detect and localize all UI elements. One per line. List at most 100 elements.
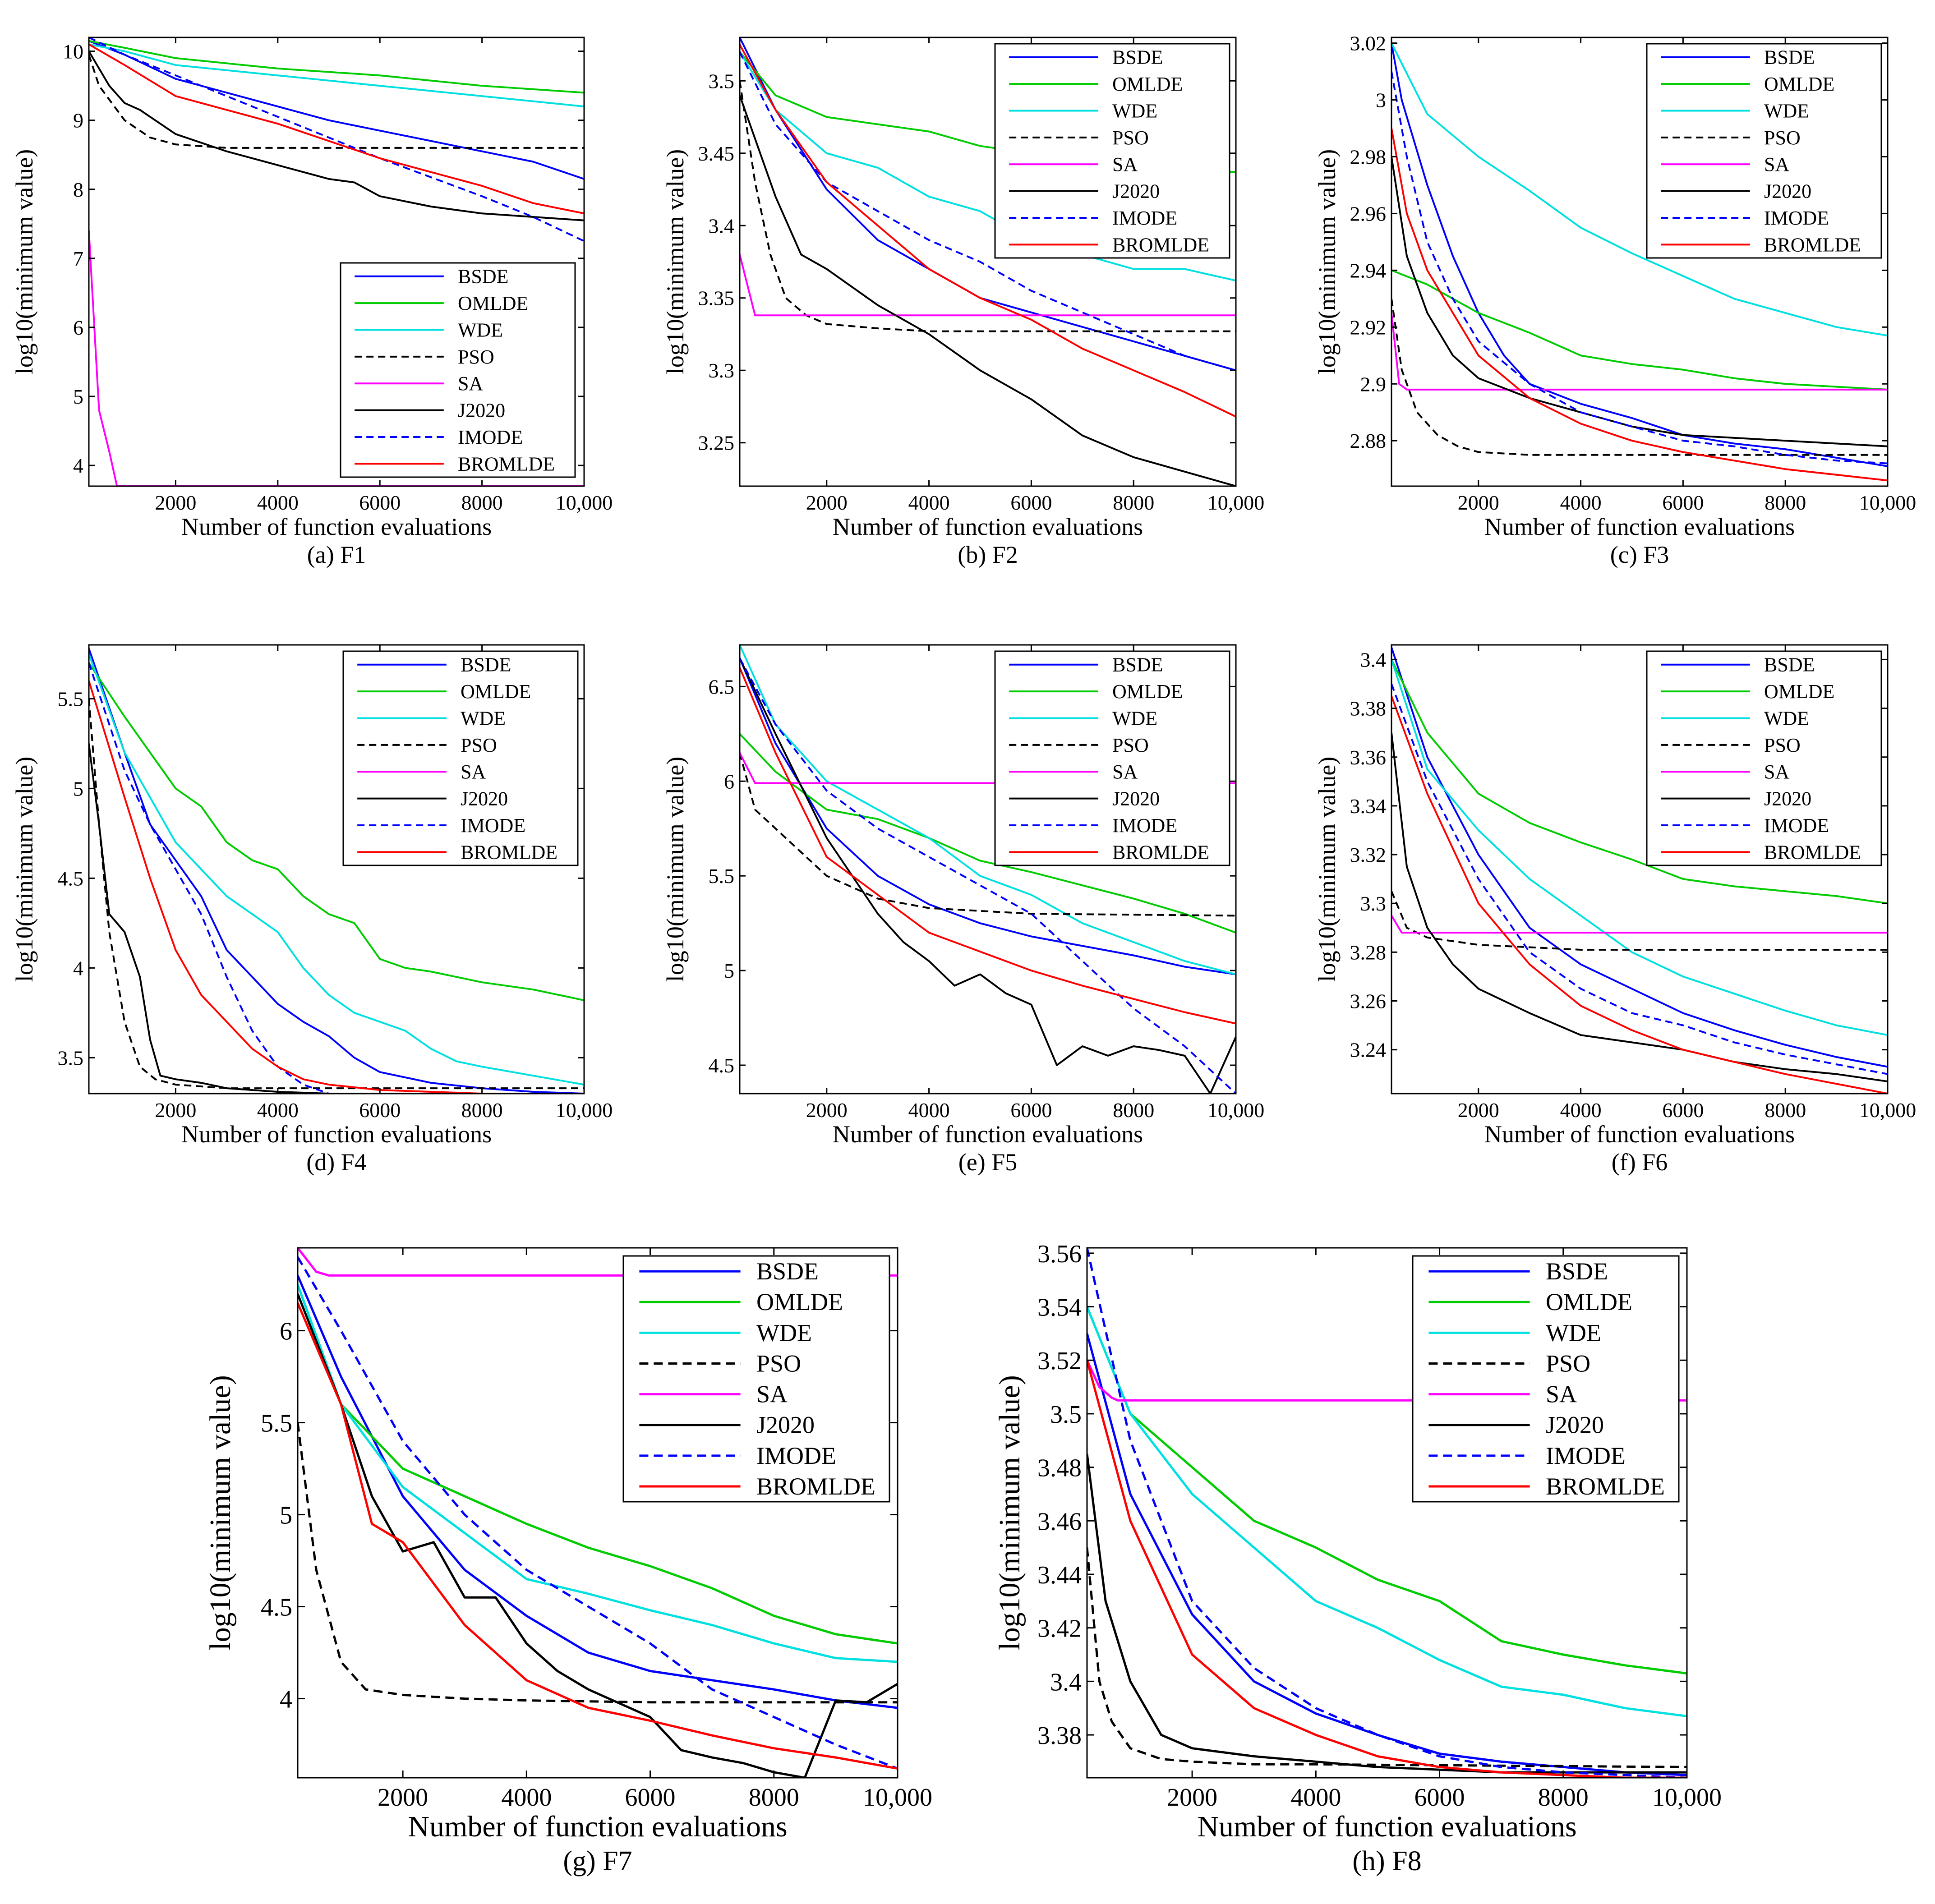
x-tick-label: 4000	[257, 491, 299, 514]
series-line-pso	[740, 752, 1236, 917]
x-tick-label: 2000	[1458, 491, 1499, 514]
x-tick-label: 4000	[1560, 1099, 1602, 1122]
chart-panel-2: 2000 4000 6000 8000 10,000 3.25 3.3 3.35 3.4 3.45…	[662, 37, 1264, 568]
legend-label-imode: IMODE	[1112, 207, 1177, 229]
legend-label-pso: PSO	[1764, 734, 1801, 756]
series-line-wde	[298, 1284, 898, 1663]
y-tick-label: 3.35	[698, 287, 735, 310]
y-tick-label: 3.54	[1037, 1294, 1082, 1322]
legend: BSDE OMLDE WDE PSO SA J2020 IMODE BROMLDE	[340, 262, 576, 478]
series-line-omlde	[1087, 1306, 1687, 1675]
x-tick-label: 10,000	[863, 1784, 932, 1812]
legend-label-bsde: BSDE	[458, 266, 508, 288]
y-tick-label: 3.4	[1360, 648, 1387, 671]
y-axis-label: log10(minimum value)	[993, 1375, 1026, 1650]
y-axis-label: log10(minimum value)	[204, 1375, 237, 1650]
y-tick-label: 3.46	[1037, 1508, 1082, 1536]
x-tick-label: 2000	[155, 1099, 196, 1122]
y-tick-label: 3.5	[58, 1046, 84, 1069]
y-tick-label: 3.3	[1360, 892, 1387, 915]
series-line-omlde	[298, 1284, 898, 1645]
x-tick-label: 6000	[359, 1099, 401, 1122]
x-axis-label: Number of function evaluations	[1484, 1121, 1795, 1148]
y-tick-label: 3.26	[1350, 990, 1387, 1013]
legend: BSDE OMLDE WDE PSO SA J2020 IMODE BROMLDE	[1646, 650, 1882, 866]
legend-label-bromlde: BROMLDE	[461, 841, 557, 863]
legend-label-imode: IMODE	[458, 426, 523, 448]
y-tick-label: 3.3	[709, 359, 735, 382]
plot-frame	[88, 37, 585, 487]
y-tick-label: 6.5	[709, 675, 735, 698]
legend-label-bromlde: BROMLDE	[1764, 234, 1861, 256]
legend-label-omlde: OMLDE	[1764, 681, 1834, 703]
series-line-pso	[1391, 299, 1888, 456]
x-axis-label: Number of function evaluations	[1484, 513, 1795, 540]
y-axis-label: log10(minimum value)	[1313, 757, 1341, 982]
y-tick-label: 3	[1376, 89, 1386, 112]
series-line-sa	[298, 1248, 898, 1277]
y-tick-label: 6	[73, 316, 83, 339]
series-line-wde	[740, 51, 1236, 282]
x-tick-label: 2000	[1167, 1784, 1217, 1812]
series-line-omlde	[740, 733, 1236, 934]
series-line-wde	[1087, 1306, 1687, 1717]
legend-label-sa: SA	[1546, 1381, 1577, 1408]
x-tick-label: 10,000	[1207, 1099, 1265, 1122]
series-line-sa	[89, 230, 584, 486]
y-axis-label: log10(minimum value)	[11, 149, 38, 374]
legend-box	[1412, 1255, 1680, 1503]
series-line-omlde	[1391, 659, 1888, 905]
y-tick-label: 3.02	[1350, 32, 1387, 55]
y-tick-label: 3.36	[1350, 746, 1387, 769]
x-tick-label: 6000	[359, 491, 401, 514]
legend-label-omlde: OMLDE	[458, 292, 528, 314]
x-tick-label: 6000	[1010, 1099, 1052, 1122]
x-tick-label: 10,000	[556, 1099, 613, 1122]
series-line-j2020	[89, 51, 584, 221]
panel-caption: (d) F4	[306, 1149, 367, 1176]
series-line-pso	[298, 1422, 898, 1704]
y-tick-label: 4	[280, 1686, 292, 1714]
legend-label-bsde: BSDE	[1112, 654, 1163, 676]
y-tick-label: 2.92	[1350, 316, 1387, 339]
legend-label-pso: PSO	[461, 734, 497, 756]
y-tick-label: 3.34	[1350, 795, 1387, 818]
x-tick-label: 6000	[1662, 491, 1704, 514]
x-tick-label: 6000	[1414, 1784, 1465, 1812]
legend-box	[994, 650, 1230, 866]
series-line-pso	[89, 54, 584, 149]
y-tick-label: 3.32	[1350, 843, 1387, 866]
legend-label-pso: PSO	[1764, 127, 1801, 149]
legend: BSDE OMLDE WDE PSO SA J2020 IMODE BROMLDE	[342, 650, 579, 866]
x-tick-label: 6000	[1662, 1099, 1704, 1122]
legend-label-bromlde: BROMLDE	[1764, 841, 1861, 863]
x-tick-label: 2000	[155, 491, 196, 514]
series-line-omlde	[1391, 269, 1888, 391]
legend-label-pso: PSO	[458, 346, 494, 368]
legend-label-bsde: BSDE	[1112, 46, 1163, 69]
y-tick-label: 5.5	[58, 687, 84, 710]
series-group	[1391, 647, 1888, 1094]
legend-box	[340, 262, 576, 478]
y-axis-label: log10(minimum value)	[11, 757, 38, 982]
y-tick-label: 9	[73, 109, 83, 132]
x-tick-label: 10,000	[1859, 1099, 1917, 1122]
plot-frame	[739, 644, 1237, 1095]
y-axis-label: log10(minimum value)	[1313, 149, 1341, 374]
series-line-sa	[740, 254, 1236, 317]
series-line-bromlde	[740, 667, 1236, 1025]
series-line-imode	[89, 37, 584, 242]
x-tick-label: 8000	[749, 1784, 799, 1812]
series-line-wde	[740, 645, 1236, 975]
x-tick-label: 8000	[1538, 1784, 1589, 1812]
series-line-j2020	[740, 95, 1236, 486]
y-tick-label: 3.5	[1050, 1401, 1082, 1429]
legend-label-j2020: J2020	[458, 400, 505, 422]
x-tick-label: 2000	[806, 491, 848, 514]
legend-label-wde: WDE	[1112, 707, 1157, 729]
legend-label-j2020: J2020	[1764, 788, 1811, 810]
legend-box	[342, 650, 579, 866]
y-tick-label: 5.5	[709, 865, 735, 888]
chart-panel-5: 2000 4000 6000 8000 10,000 4.5 5 5.5 6 6.5 Number …	[662, 644, 1265, 1176]
y-tick-label: 3.44	[1037, 1561, 1082, 1589]
